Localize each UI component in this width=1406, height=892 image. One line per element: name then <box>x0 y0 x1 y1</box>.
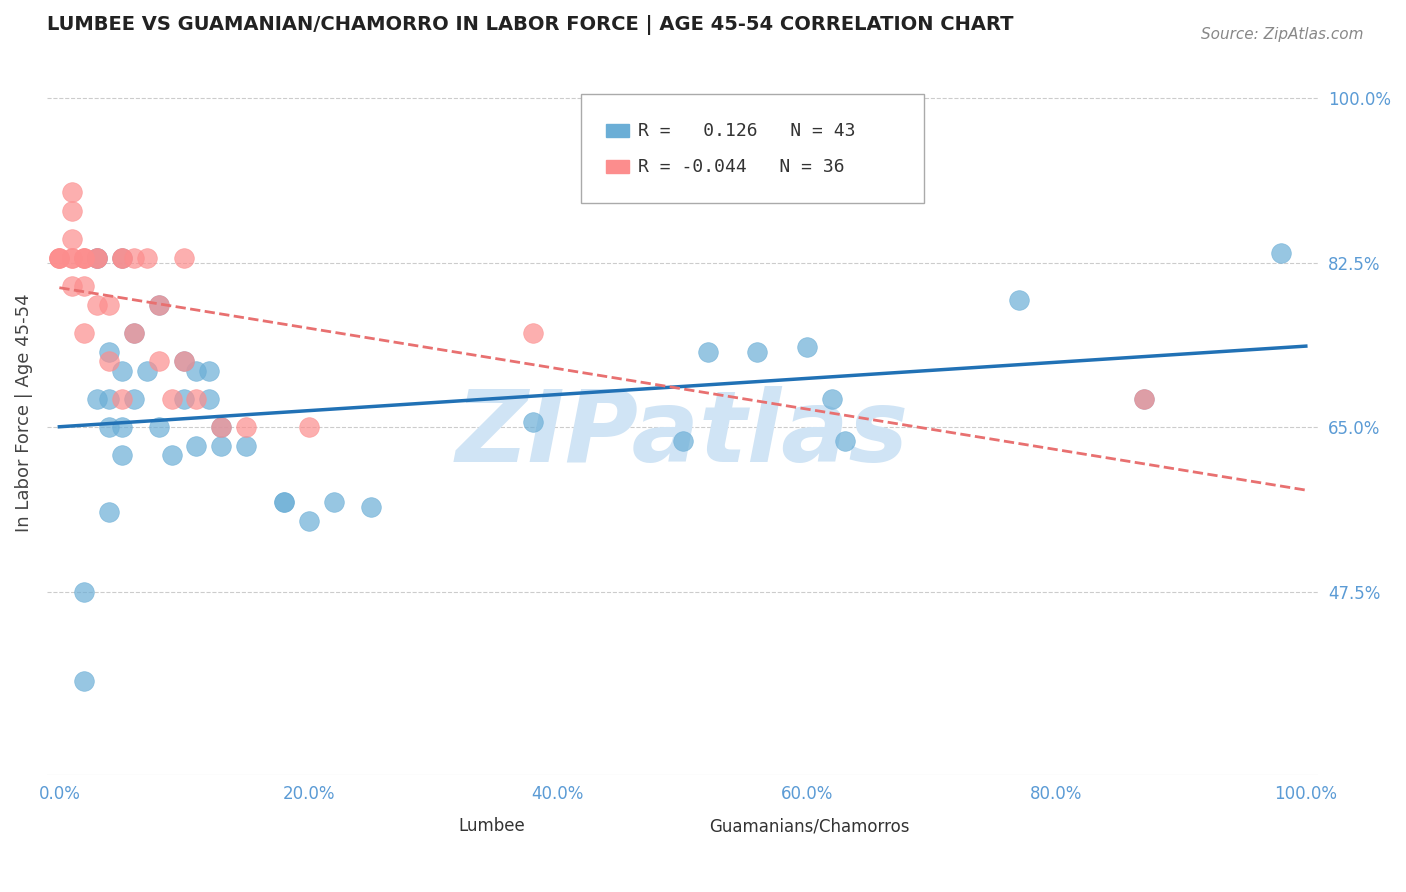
Point <box>209 420 232 434</box>
Point <box>360 500 382 515</box>
Point <box>1132 392 1154 406</box>
Point <box>796 340 818 354</box>
Point <box>86 251 108 265</box>
Point <box>122 251 145 265</box>
Text: Source: ZipAtlas.com: Source: ZipAtlas.com <box>1201 27 1364 42</box>
Text: ZIPatlas: ZIPatlas <box>456 386 910 483</box>
Point <box>135 364 157 378</box>
Point <box>111 251 134 265</box>
Point <box>186 392 208 406</box>
Point <box>298 514 321 528</box>
Point <box>60 185 83 199</box>
Point <box>148 298 170 312</box>
Text: R =   0.126   N = 43: R = 0.126 N = 43 <box>638 121 856 139</box>
Point <box>173 354 195 368</box>
Point <box>73 326 96 340</box>
Point <box>298 420 321 434</box>
Point <box>98 505 121 519</box>
Point <box>60 251 83 265</box>
Point <box>111 420 134 434</box>
FancyBboxPatch shape <box>581 95 924 203</box>
Point <box>821 392 844 406</box>
Text: R = -0.044   N = 36: R = -0.044 N = 36 <box>638 158 845 176</box>
Point <box>73 279 96 293</box>
Point <box>98 420 121 434</box>
Point <box>111 251 134 265</box>
Point <box>60 232 83 246</box>
Point <box>111 251 134 265</box>
Point <box>122 392 145 406</box>
Point <box>160 392 183 406</box>
Point <box>48 251 70 265</box>
Point <box>522 326 544 340</box>
Point <box>98 345 121 359</box>
Text: LUMBEE VS GUAMANIAN/CHAMORRO IN LABOR FORCE | AGE 45-54 CORRELATION CHART: LUMBEE VS GUAMANIAN/CHAMORRO IN LABOR FO… <box>46 15 1014 35</box>
Point <box>186 364 208 378</box>
Point <box>696 345 718 359</box>
Point <box>160 449 183 463</box>
Point <box>322 495 344 509</box>
Point <box>198 364 221 378</box>
Point <box>73 251 96 265</box>
Point <box>111 392 134 406</box>
FancyBboxPatch shape <box>664 815 696 833</box>
Point <box>60 279 83 293</box>
Point <box>173 392 195 406</box>
Y-axis label: In Labor Force | Age 45-54: In Labor Force | Age 45-54 <box>15 293 32 533</box>
Point <box>98 392 121 406</box>
Point <box>1132 392 1154 406</box>
Point <box>198 392 221 406</box>
Point <box>209 439 232 453</box>
Text: Lumbee: Lumbee <box>458 817 526 835</box>
Point <box>135 251 157 265</box>
Point <box>148 420 170 434</box>
Point <box>48 251 70 265</box>
Point <box>148 354 170 368</box>
FancyBboxPatch shape <box>389 815 422 833</box>
Point <box>60 203 83 218</box>
Point <box>73 251 96 265</box>
Point <box>1270 246 1292 260</box>
Point <box>73 674 96 689</box>
Point <box>834 434 856 449</box>
Point <box>86 251 108 265</box>
FancyBboxPatch shape <box>606 161 630 173</box>
Point <box>111 449 134 463</box>
Point <box>186 439 208 453</box>
Point <box>86 298 108 312</box>
Point <box>73 585 96 599</box>
Point <box>73 251 96 265</box>
FancyBboxPatch shape <box>606 124 630 137</box>
Point <box>148 298 170 312</box>
Point <box>60 251 83 265</box>
Point <box>122 326 145 340</box>
Point <box>1008 293 1031 308</box>
Point <box>122 326 145 340</box>
Point <box>273 495 295 509</box>
Point <box>235 439 257 453</box>
Point <box>48 251 70 265</box>
Point <box>98 298 121 312</box>
Point <box>173 251 195 265</box>
Point <box>209 420 232 434</box>
Text: Guamanians/Chamorros: Guamanians/Chamorros <box>710 817 910 835</box>
Point <box>111 364 134 378</box>
Point <box>86 251 108 265</box>
Point <box>86 251 108 265</box>
Point <box>173 354 195 368</box>
Point <box>273 495 295 509</box>
Point <box>522 416 544 430</box>
Point <box>86 392 108 406</box>
Point <box>671 434 693 449</box>
Point <box>98 354 121 368</box>
Point <box>235 420 257 434</box>
Point <box>747 345 769 359</box>
